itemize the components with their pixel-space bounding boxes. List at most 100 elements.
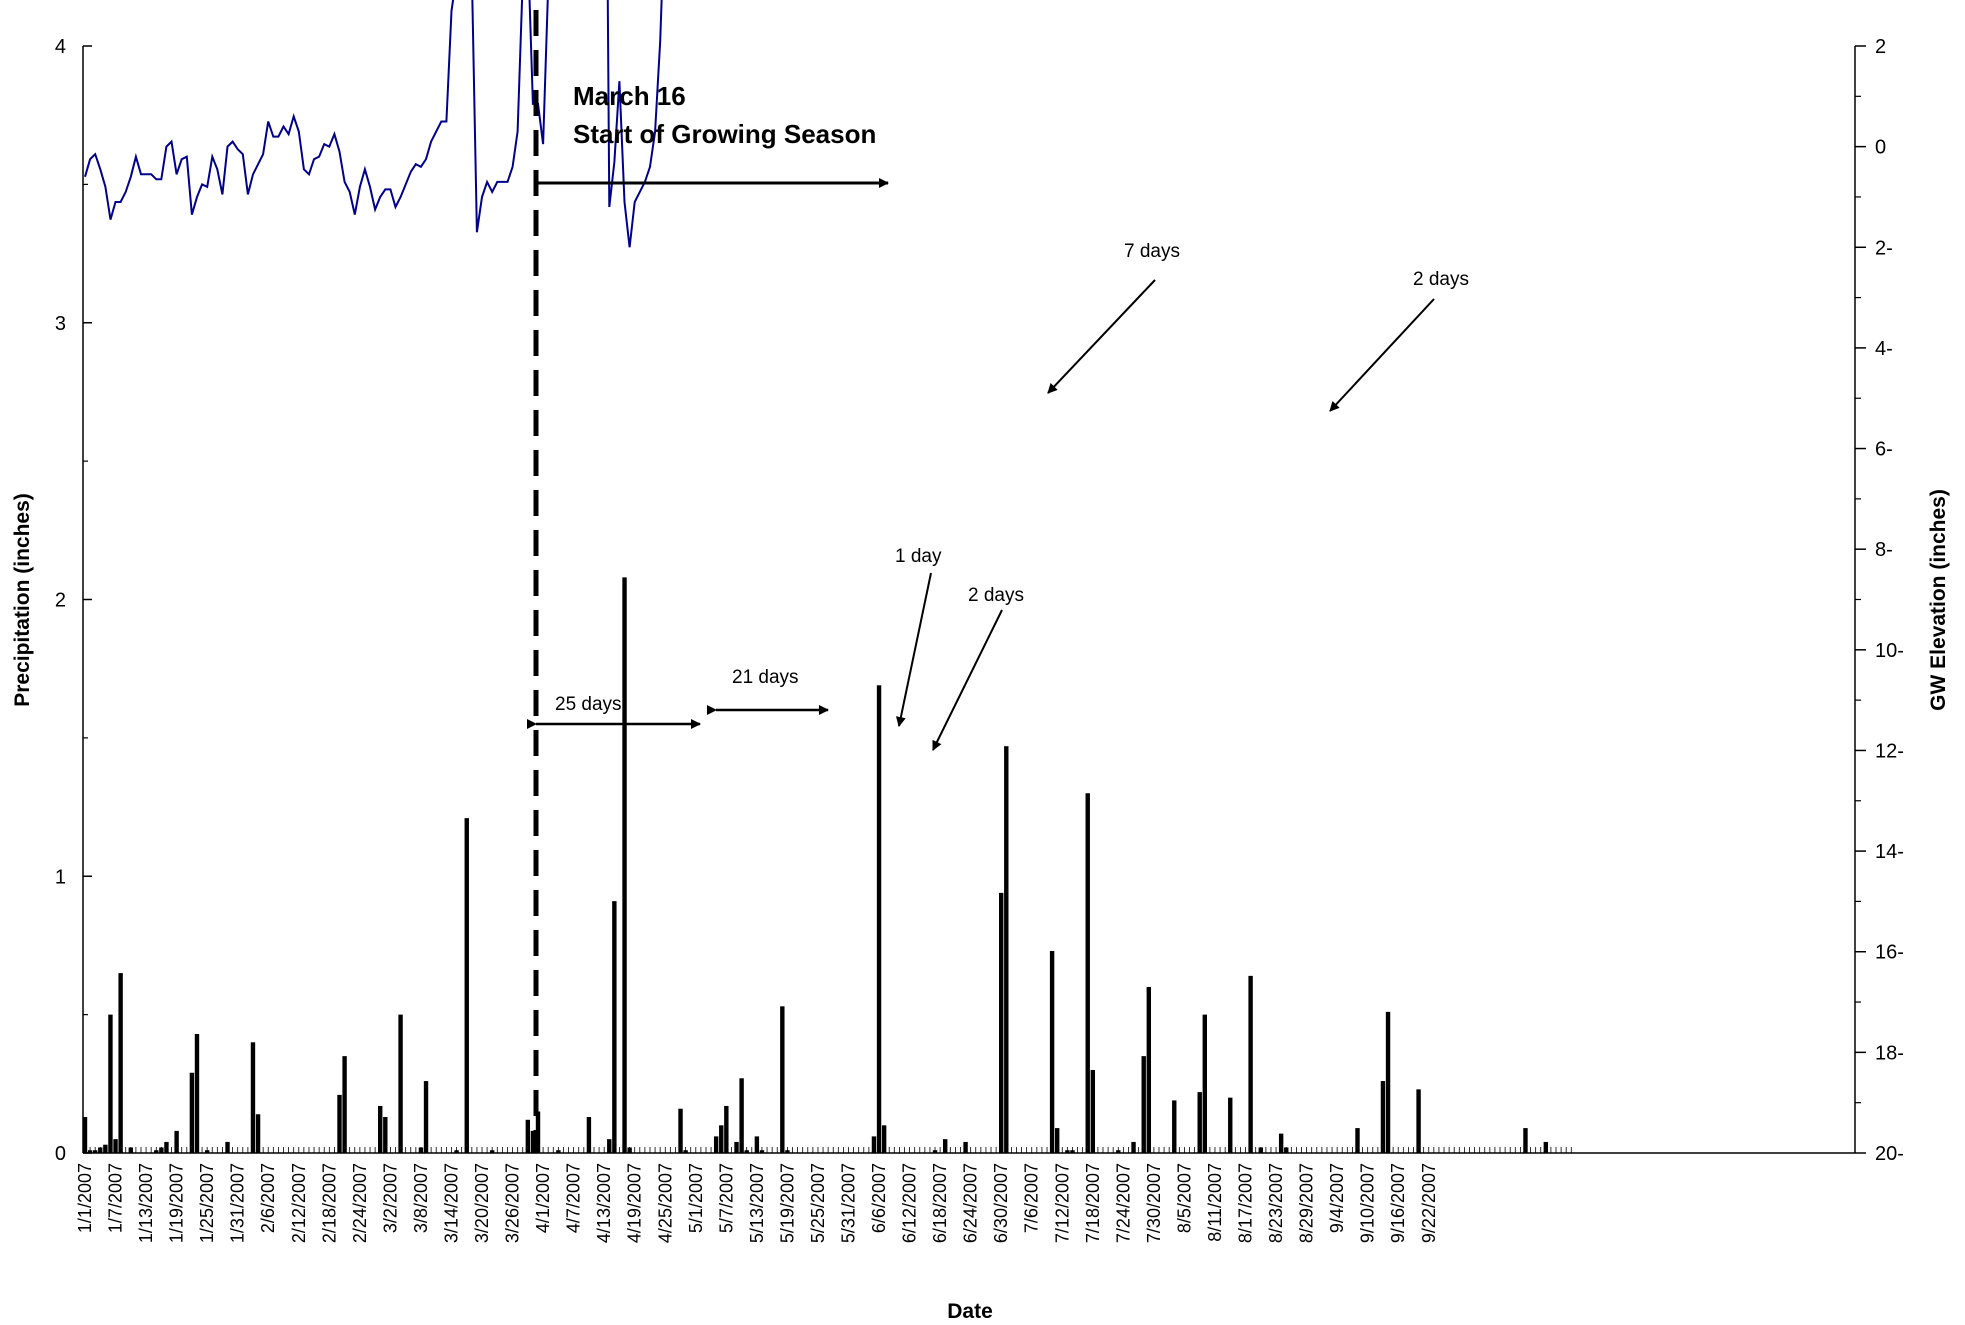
- x-tick-label: 9/16/2007: [1388, 1163, 1408, 1243]
- season-title-line2: Start of Growing Season: [573, 119, 876, 149]
- gw-elevation-line: [84, 0, 663, 248]
- x-tick-label: 2/24/2007: [350, 1163, 370, 1243]
- x-tick-label: 8/23/2007: [1266, 1163, 1286, 1243]
- x-tick-label: 1/1/2007: [75, 1163, 95, 1233]
- precip-bar: [1004, 746, 1009, 1153]
- y-left-tick-label: 4: [55, 36, 66, 58]
- x-tick-label: 1/25/2007: [197, 1163, 217, 1243]
- callout-1day-label: 1 day: [895, 546, 942, 567]
- precip-bar: [423, 1081, 429, 1153]
- x-tick-label: 9/4/2007: [1327, 1163, 1347, 1233]
- precip-bar: [342, 1056, 347, 1153]
- precip-bar: [1197, 1092, 1202, 1153]
- precip-bar: [780, 1006, 785, 1153]
- x-tick-label: 6/24/2007: [961, 1163, 981, 1243]
- precip-bar: [881, 1125, 887, 1153]
- precip-bar: [754, 1136, 760, 1153]
- precip-bar: [1385, 1011, 1391, 1153]
- y-left-tick-label: 3: [55, 313, 66, 335]
- precip-bar: [1248, 975, 1253, 1153]
- x-tick-label: 6/30/2007: [991, 1163, 1011, 1243]
- x-tick-label: 5/13/2007: [747, 1163, 767, 1243]
- x-tick-label: 5/31/2007: [839, 1163, 859, 1243]
- precip-bar: [1085, 793, 1090, 1153]
- precip-bar: [724, 1105, 729, 1153]
- precip-bar: [1172, 1100, 1177, 1153]
- precip-bar: [1090, 1069, 1096, 1153]
- precip-bar: [719, 1125, 724, 1153]
- x-tick-label: 4/1/2007: [533, 1163, 553, 1233]
- precip-bar: [383, 1117, 388, 1153]
- precip-bar: [1049, 950, 1055, 1153]
- x-tick-label: 9/10/2007: [1358, 1163, 1378, 1243]
- span-25-label: 25 days: [555, 694, 622, 715]
- x-axis-title: Date: [947, 1300, 993, 1323]
- y-right-tick-label: 14-: [1875, 841, 1904, 863]
- y-right-tick-label: 6-: [1875, 439, 1893, 461]
- precip-bar: [678, 1108, 683, 1153]
- precip-bar: [82, 1117, 88, 1153]
- x-tick-label: 3/26/2007: [503, 1163, 523, 1243]
- x-tick-label: 6/18/2007: [930, 1163, 950, 1243]
- x-tick-label: 7/12/2007: [1052, 1163, 1072, 1243]
- precip-bar: [943, 1139, 948, 1153]
- precip-bar: [999, 892, 1004, 1153]
- precip-bar: [525, 1119, 531, 1153]
- x-tick-label: 8/17/2007: [1236, 1163, 1256, 1243]
- x-tick-label: 7/24/2007: [1113, 1163, 1133, 1243]
- x-tick-label: 8/5/2007: [1174, 1163, 1194, 1233]
- precip-bar: [250, 1042, 256, 1153]
- precip-bar: [1146, 986, 1152, 1153]
- precip-bar: [378, 1105, 383, 1153]
- x-tick-label: 6/6/2007: [869, 1163, 889, 1233]
- callout-2days-jul-arrow: [1329, 298, 1435, 412]
- x-tick-label: 8/29/2007: [1297, 1163, 1317, 1243]
- precip-bar: [713, 1136, 719, 1153]
- x-tick-label: 3/2/2007: [380, 1163, 400, 1233]
- precip-bar: [876, 685, 882, 1153]
- precip-bar: [464, 818, 469, 1153]
- y-right-axis-title: GW Elevation (inches): [1927, 489, 1950, 711]
- precip-bar: [1278, 1133, 1284, 1153]
- precip-bar: [118, 973, 123, 1153]
- precip-bar: [113, 1139, 118, 1153]
- x-tick-label: 2/6/2007: [258, 1163, 278, 1233]
- precip-bar: [871, 1136, 877, 1153]
- precip-bar: [607, 1139, 612, 1153]
- x-tick-label: 1/19/2007: [167, 1163, 187, 1243]
- x-tick-label: 5/19/2007: [777, 1163, 797, 1243]
- x-tick-label: 7/18/2007: [1083, 1163, 1103, 1243]
- callout-2days-may-label: 2 days: [968, 585, 1024, 606]
- callout-2days-jul-label: 2 days: [1413, 269, 1469, 290]
- x-tick-label: 3/20/2007: [472, 1163, 492, 1243]
- gw-series-line: [84, 0, 663, 248]
- y-right-tick-label: 2-: [1875, 237, 1893, 259]
- precip-bar: [174, 1130, 179, 1153]
- y-left-axis-title: Precipitation (inches): [11, 493, 34, 707]
- precip-bar: [1141, 1056, 1146, 1153]
- y-right-tick-label: 0: [1875, 137, 1886, 159]
- y-right-tick-label: 18-: [1875, 1042, 1904, 1064]
- x-axis-ticks: 1/1/2007 1/7/2007 1/13/2007 1/19/2007 1/25/2…: [75, 1147, 1572, 1243]
- y-right-tick-label: 12-: [1875, 740, 1904, 762]
- precip-bar: [1416, 1089, 1421, 1153]
- season-title-line1: March 16: [573, 81, 686, 111]
- x-tick-label: 3/8/2007: [411, 1163, 431, 1233]
- x-tick-label: 1/13/2007: [136, 1163, 156, 1243]
- y-left-tick-label: 1: [55, 866, 66, 888]
- precipitation-bars: [82, 577, 1549, 1153]
- x-tick-label: 1/7/2007: [106, 1163, 126, 1233]
- x-tick-label: 7/30/2007: [1144, 1163, 1164, 1243]
- x-tick-label: 5/1/2007: [686, 1163, 706, 1233]
- precip-bar: [337, 1094, 342, 1153]
- callout-1day-arrow: [895, 572, 932, 727]
- precip-bar: [1380, 1081, 1386, 1153]
- x-tick-label: 9/22/2007: [1419, 1163, 1439, 1243]
- precip-bar: [1523, 1128, 1528, 1153]
- x-tick-label: 2/12/2007: [289, 1163, 309, 1243]
- x-tick-label: 4/25/2007: [655, 1163, 675, 1243]
- left-axis-ticks: 0 1 2 3 4: [55, 36, 92, 1165]
- y-right-tick-label: 2: [1875, 36, 1886, 58]
- y-right-tick-label: 16-: [1875, 942, 1904, 964]
